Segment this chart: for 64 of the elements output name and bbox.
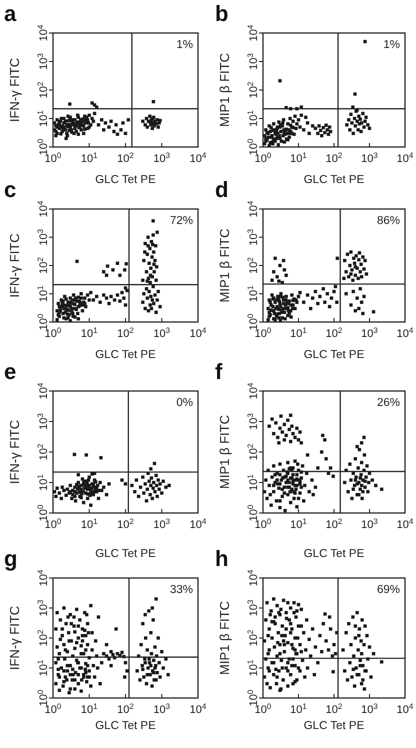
- x-tick-label: 10$^{1}$: [290, 702, 308, 716]
- x-tick-label: 10$^{2}$: [117, 150, 134, 165]
- chart-title: d: [215, 177, 228, 202]
- x-tick-label: 10$^{3}$: [153, 702, 171, 716]
- x-tick-label: 10$^{3}$: [361, 326, 378, 340]
- chart-title: h: [215, 546, 228, 571]
- annotation: 69%: [376, 584, 400, 596]
- x-tick-label: 10$^{3}$: [153, 150, 171, 165]
- chart-title: c: [4, 177, 16, 202]
- x-tick-label: 10$^{2}$: [117, 702, 134, 716]
- annotation: 72%: [170, 215, 193, 227]
- x-tick-label: 10$^{4}$: [190, 326, 207, 340]
- x-tick-label: 10$^{2}$: [326, 702, 342, 716]
- x-axis-title: GLC Tet PE: [95, 174, 156, 186]
- x-tick-label: 10$^{3}$: [361, 702, 378, 716]
- x-tick-label: 10$^{4}$: [190, 702, 207, 716]
- x-axis-title: GLC Tet PE: [304, 720, 365, 732]
- x-tick-label: 10$^{2}$: [117, 516, 134, 531]
- annotation: 26%: [376, 397, 400, 409]
- annotation: 86%: [376, 215, 400, 227]
- x-axis-title: GLC Tet PE: [95, 349, 156, 361]
- x-tick-label: 10$^{1}$: [290, 326, 308, 340]
- x-tick-label: 10$^{3}$: [153, 326, 171, 340]
- y-axis-title: MIP1 β FITC: [217, 601, 232, 675]
- x-tick-label: 10$^{4}$: [190, 516, 207, 531]
- annotation: 33%: [170, 584, 193, 596]
- y-axis-title: IFN-γ FITC: [7, 420, 22, 484]
- x-tick-label: 10$^{4}$: [396, 326, 414, 340]
- x-tick-label: 10$^{3}$: [361, 516, 378, 531]
- x-tick-label: 10$^{3}$: [153, 516, 171, 531]
- chart-title: a: [4, 1, 17, 26]
- x-tick-label: 10$^{1}$: [80, 326, 98, 340]
- x-tick-label: 10$^{2}$: [117, 326, 134, 340]
- chart-title: f: [215, 359, 223, 384]
- y-axis-title: IFN-γ FITC: [7, 233, 22, 298]
- x-axis-title: GLC Tet PE: [95, 720, 156, 732]
- annotation: 1%: [383, 39, 400, 51]
- x-tick-label: 10$^{4}$: [396, 150, 414, 165]
- x-tick-label: 10$^{4}$: [396, 516, 414, 531]
- x-tick-label: 10$^{2}$: [326, 150, 342, 165]
- y-axis-title: IFN-γ FITC: [7, 58, 22, 122]
- y-axis-title: IFN-γ FITC: [7, 606, 22, 670]
- chart-title: e: [4, 359, 16, 384]
- x-axis-title: GLC Tet PE: [304, 349, 365, 361]
- x-tick-label: 10$^{1}$: [290, 150, 308, 165]
- x-tick-label: 10$^{1}$: [80, 702, 98, 716]
- x-tick-label: 10$^{1}$: [80, 150, 98, 165]
- x-axis-title: GLC Tet PE: [304, 548, 365, 560]
- x-axis-title: GLC Tet PE: [304, 174, 365, 186]
- x-tick-label: 10$^{4}$: [396, 702, 414, 716]
- x-axis-title: GLC Tet PE: [95, 548, 156, 560]
- y-axis-title: MIP1 β FITC: [217, 53, 232, 127]
- annotation: 1%: [176, 39, 193, 51]
- chart-title: g: [4, 546, 18, 571]
- annotation: 0%: [176, 397, 193, 409]
- x-tick-label: 10$^{1}$: [290, 516, 308, 531]
- x-tick-label: 10$^{1}$: [80, 516, 98, 531]
- chart-title: b: [215, 1, 228, 26]
- x-tick-label: 10$^{2}$: [326, 516, 342, 531]
- y-axis-title: MIP1 β FITC: [217, 415, 232, 489]
- x-tick-label: 10$^{2}$: [326, 326, 342, 340]
- y-axis-title: MIP1 β FITC: [217, 228, 232, 302]
- x-tick-label: 10$^{3}$: [361, 150, 378, 165]
- x-tick-label: 10$^{4}$: [190, 150, 207, 165]
